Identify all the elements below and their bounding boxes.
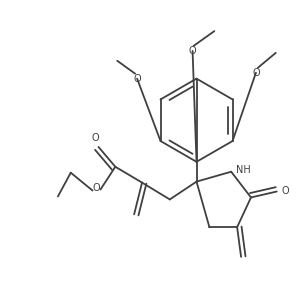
Text: O: O xyxy=(92,133,99,143)
Text: O: O xyxy=(189,46,196,56)
Text: NH: NH xyxy=(236,165,251,175)
Text: O: O xyxy=(93,183,100,193)
Text: O: O xyxy=(282,186,289,196)
Text: O: O xyxy=(133,74,141,84)
Text: O: O xyxy=(252,68,260,78)
